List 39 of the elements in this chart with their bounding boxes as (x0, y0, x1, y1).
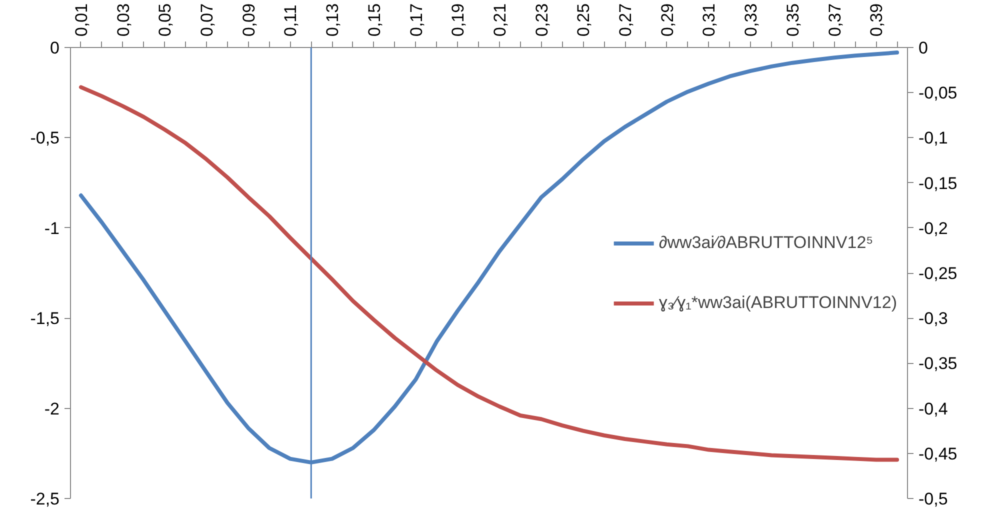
x-tick-label: 0,15 (364, 3, 384, 36)
x-tick-label: 0,29 (658, 3, 677, 36)
x-tick-label: 0,37 (825, 3, 844, 36)
x-tick-label: 0,11 (281, 4, 300, 36)
y2-tick-label: -0,4 (918, 399, 948, 418)
y2-tick-label: -0,3 (918, 309, 948, 328)
y-tick-label: -1 (44, 218, 60, 238)
x-tick-label: 0,39 (867, 3, 886, 36)
y-tick-label: -2,5 (30, 490, 60, 508)
y2-tick-label: -0,25 (918, 264, 958, 283)
x-tick-label: 0,19 (448, 3, 468, 36)
y-tick-label: -0,5 (30, 128, 60, 148)
x-tick-label: 0,07 (198, 3, 217, 36)
y2-tick-label: -0,5 (918, 490, 948, 508)
y2-tick-label: -0,1 (918, 128, 948, 148)
x-tick-label: 0,27 (616, 3, 636, 36)
legend-label: ɣ₃⁄ɣ₁*ww3ai(ABRUTTOINNV12) (658, 292, 897, 312)
x-tick-label: 0,17 (406, 3, 426, 36)
x-tick-label: 0,03 (114, 3, 133, 36)
x-tick-label: 0,09 (239, 3, 258, 36)
y2-tick-label: -0,15 (918, 174, 958, 193)
y2-tick-label: 0 (918, 38, 928, 58)
x-tick-label: 0,25 (574, 3, 594, 36)
x-tick-label: 0,31 (700, 3, 719, 36)
y2-tick-label: -0,35 (918, 354, 958, 374)
y-tick-label: -2 (44, 399, 60, 418)
legend-label: ∂ww3ai⁄∂ABRUTTOINNV12⁵ (658, 232, 874, 252)
y2-tick-label: -0,2 (918, 218, 948, 238)
y-tick-label: -1,5 (30, 309, 60, 328)
x-tick-label: 0,05 (156, 3, 175, 36)
y2-tick-label: -0,05 (918, 84, 958, 103)
x-tick-label: 0,13 (323, 3, 342, 36)
x-tick-label: 0,01 (72, 3, 91, 36)
x-tick-label: 0,35 (783, 3, 802, 36)
y-tick-label: 0 (50, 38, 60, 58)
x-tick-label: 0,33 (742, 3, 761, 36)
x-tick-label: 0,21 (490, 3, 510, 36)
x-tick-label: 0,23 (532, 3, 552, 36)
y2-tick-label: -0,45 (918, 444, 958, 464)
